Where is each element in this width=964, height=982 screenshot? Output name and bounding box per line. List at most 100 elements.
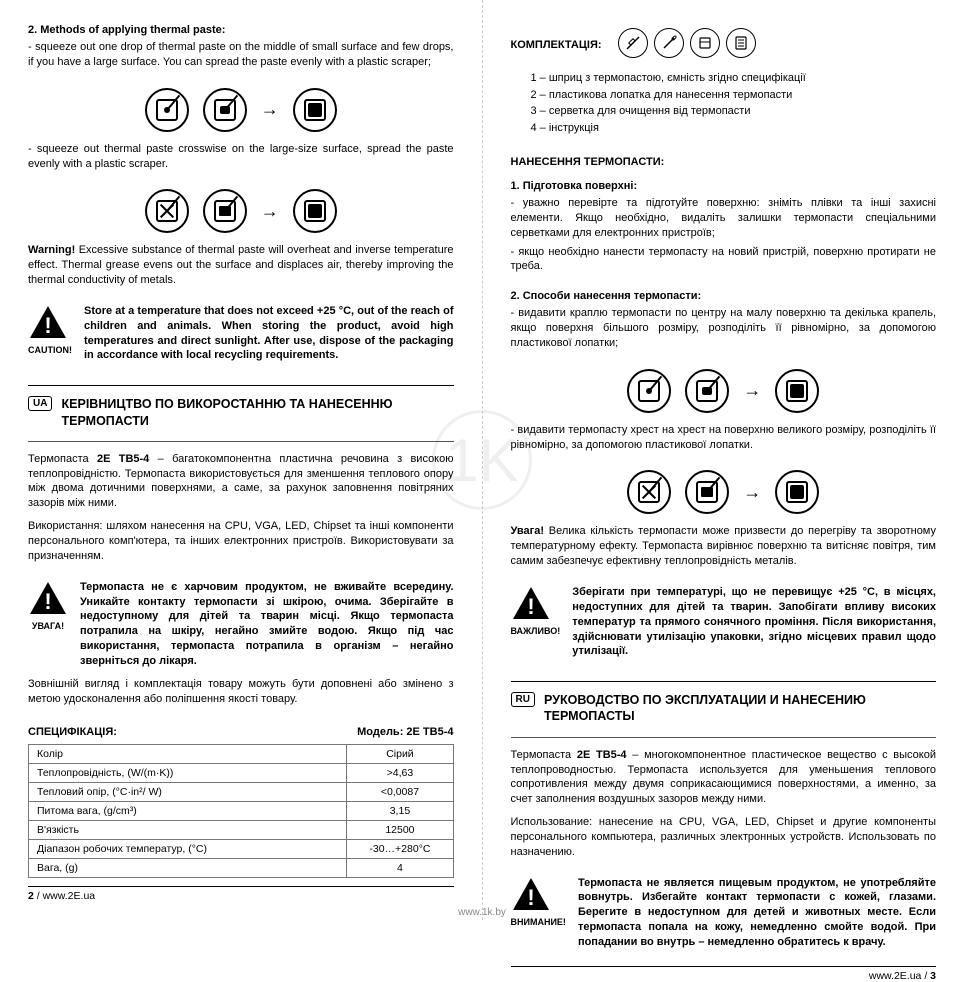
spatula-icon [654, 28, 684, 58]
list-item: 2 – пластикова лопатка для нанесення тер… [531, 87, 937, 104]
svg-text:!: ! [527, 594, 534, 619]
separator [28, 385, 454, 386]
important-label: ВАЖЛИВО! [511, 626, 561, 636]
lang-badge-ru: RU [511, 692, 535, 707]
separator [28, 886, 454, 887]
caution-label: CAUTION! [28, 345, 72, 355]
important-block: ! ВАЖЛИВО! Зберігати при температурі, що… [511, 585, 937, 659]
svg-text:!: ! [44, 313, 51, 338]
svg-text:!: ! [44, 589, 51, 614]
footer-url: / www.2E.ua [34, 890, 95, 902]
arrow-icon: → [743, 380, 761, 401]
table-row: КолірСірий [29, 745, 454, 764]
chip-icon [627, 369, 671, 413]
ua-warning-block: ! УВАГА! Термопаста не є харчовим продук… [28, 580, 454, 669]
ru-para-2: Использование: нанесение на CPU, VGA, LE… [511, 815, 937, 860]
chip-icon [145, 88, 189, 132]
ua-title: КЕРІВНИЦТВО ПО ВИКОРОСТАННЮ ТА НАНЕСЕННЮ… [62, 396, 424, 429]
kit-header: КОМПЛЕКТАЦІЯ: [511, 24, 937, 66]
method-1-text: - squeeze out one drop of thermal paste … [28, 40, 454, 70]
chip-icon [293, 189, 337, 233]
chip-icon [775, 470, 819, 514]
warning-icon-wrap: ! ВНИМАНИЕ! [511, 876, 566, 927]
separator [511, 681, 937, 682]
chip-icon [627, 470, 671, 514]
wipe-icon [690, 28, 720, 58]
arrow-icon: → [261, 201, 279, 222]
diagram-row-3: → [511, 369, 937, 413]
right-page: КОМПЛЕКТАЦІЯ: 1 – шприц з термопастою, є… [483, 0, 964, 920]
spec-table: КолірСірий Теплопровідність, (W/(m·K))>4… [28, 744, 454, 878]
method-2-text: - squeeze out thermal paste crosswise on… [28, 142, 454, 172]
list-item: 1 – шприц з термопастою, ємність згідно … [531, 70, 937, 87]
diagram-row-2: → [28, 189, 454, 233]
table-row: Вага, (g)4 [29, 859, 454, 878]
uvaga-paragraph: Увага! Велика кількість термопасти може … [511, 524, 937, 569]
caution-block: ! CAUTION! Store at a temperature that d… [28, 304, 454, 363]
ru-warn-label: ВНИМАНИЕ! [511, 917, 566, 927]
ru-title: РУКОВОДСТВО ПО ЭКСПЛУАТАЦИИ И НАНЕСЕНИЮ … [544, 692, 906, 725]
warning-triangle-icon: ! [511, 585, 551, 621]
important-text: Зберігати при температурі, що не перевищ… [572, 585, 936, 659]
arrow-icon: → [743, 482, 761, 503]
ua-warn-label: УВАГА! [28, 621, 68, 631]
chip-icon [775, 369, 819, 413]
page-number: 3 [930, 970, 936, 982]
footer-url: www.2E.ua / [869, 970, 930, 982]
table-row: В'язкість12500 [29, 821, 454, 840]
footer-left: 2 / www.2E.ua [28, 878, 454, 902]
methods-title: 2. Способи нанесення термопасти: [511, 290, 937, 302]
warning-triangle-icon: ! [28, 580, 68, 616]
warning-icon-wrap: ! УВАГА! [28, 580, 68, 631]
table-row: Теплопровідність, (W/(m·K))>4,63 [29, 764, 454, 783]
chip-icon [145, 189, 189, 233]
spec-label: СПЕЦИФІКАЦІЯ: [28, 726, 117, 738]
ua-para-2: Використання: шляхом нанесення на CPU, V… [28, 519, 454, 564]
table-row: Питома вага, (g/cm³)3,15 [29, 802, 454, 821]
separator [28, 441, 454, 442]
ru-warning-block: ! ВНИМАНИЕ! Термопаста не является пищев… [511, 876, 937, 950]
ru-title-block: RU РУКОВОДСТВО ПО ЭКСПЛУАТАЦИИ И НАНЕСЕН… [511, 692, 937, 725]
spec-header: СПЕЦИФІКАЦІЯ: Модель: 2E TB5-4 [28, 726, 454, 738]
prep-title: 1. Підготовка поверхні: [511, 180, 937, 192]
kit-icons [618, 28, 756, 58]
diagram-row-1: → [28, 88, 454, 132]
kit-list: 1 – шприц з термопастою, ємність згідно … [531, 70, 937, 136]
chip-icon [685, 369, 729, 413]
chip-icon [203, 189, 247, 233]
caution-icon-wrap: ! CAUTION! [28, 304, 72, 355]
prep-text-2: - якщо необхідно нанести термопасту на н… [511, 245, 937, 275]
list-item: 4 – інструкція [531, 120, 937, 137]
chip-icon [203, 88, 247, 132]
diagram-row-4: → [511, 470, 937, 514]
section-2-title: 2. Methods of applying thermal paste: [28, 24, 454, 36]
separator [511, 966, 937, 967]
apply-title: НАНЕСЕННЯ ТЕРМОПАСТИ: [511, 156, 937, 168]
kit-label: КОМПЛЕКТАЦІЯ: [511, 39, 602, 51]
warning-paragraph: Warning! Excessive substance of thermal … [28, 243, 454, 288]
svg-text:!: ! [527, 885, 534, 910]
caution-text: Store at a temperature that does not exc… [84, 304, 454, 363]
ua-warn-text: Термопаста не є харчовим продуктом, не в… [80, 580, 454, 669]
warning-icon-wrap: ! ВАЖЛИВО! [511, 585, 561, 636]
method-1-ua: - видавити краплю термопасти по центру н… [511, 306, 937, 351]
footer-right: www.2E.ua / 3 [511, 958, 937, 982]
ua-para-3: Зовнішній вигляд і комплектація товару м… [28, 677, 454, 707]
table-row: Тепловий опір, (°C·in²/ W)<0,0087 [29, 783, 454, 802]
source-footer: www.1k.by [458, 907, 506, 918]
manual-icon [726, 28, 756, 58]
ua-title-block: UA КЕРІВНИЦТВО ПО ВИКОРОСТАННЮ ТА НАНЕСЕ… [28, 396, 454, 429]
table-row: Діапазон робочих температур, (°C)-30…+28… [29, 840, 454, 859]
warning-triangle-icon: ! [511, 876, 551, 912]
ru-para-1: Термопаста 2E TB5-4 – многокомпонентное … [511, 748, 937, 807]
method-2-ua: - видавити термопасту хрест на хрест на … [511, 423, 937, 453]
left-page: 2. Methods of applying thermal paste: - … [0, 0, 483, 920]
ua-para-1: Термопаста 2E TB5-4 – багатокомпонентна … [28, 452, 454, 511]
prep-text-1: - уважно перевірте та підготуйте поверхн… [511, 196, 937, 241]
chip-icon [685, 470, 729, 514]
separator [511, 737, 937, 738]
spec-model: Модель: 2E TB5-4 [357, 726, 453, 738]
lang-badge-ua: UA [28, 396, 52, 411]
ru-warn-text: Термопаста не является пищевым продуктом… [578, 876, 936, 950]
arrow-icon: → [261, 99, 279, 120]
